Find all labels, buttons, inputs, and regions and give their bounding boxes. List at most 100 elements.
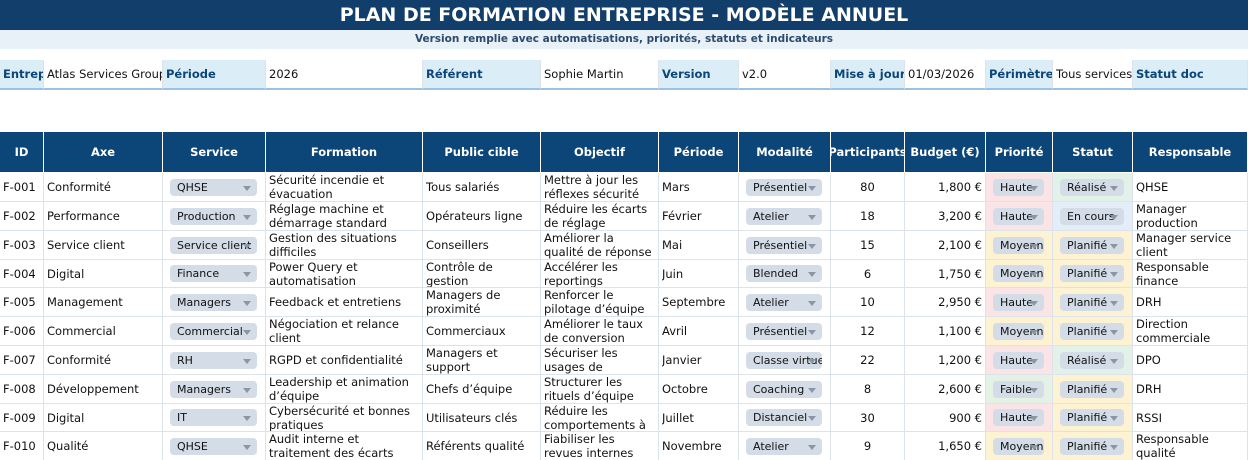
priorite-dropdown[interactable]: Moyenne [993, 322, 1044, 340]
statut-dropdown[interactable]: Planifié [1060, 380, 1124, 398]
service-dropdown[interactable]: RH [170, 351, 257, 369]
cell-text: 1,100 € [938, 324, 982, 338]
table-cell: Réduire les comportements à risque [541, 404, 659, 432]
cell-text: Audit interne et traitement des écarts [269, 432, 394, 460]
modalite-dropdown[interactable]: Présentiel [746, 236, 822, 254]
table-cell: F-010 [0, 432, 44, 460]
table-cell: Présentiel [739, 173, 831, 202]
table-cell: F-008 [0, 375, 44, 404]
cell-text: 2,600 € [938, 382, 982, 396]
cell-text: DRH [1136, 382, 1162, 396]
table-cell: Managers [163, 288, 266, 317]
service-dropdown[interactable]: Commercial [170, 322, 257, 340]
cell-text: Juillet [662, 410, 694, 425]
column-header: Responsable [1133, 132, 1248, 173]
cell-text: 9 [863, 439, 872, 453]
cell-text: 22 [860, 353, 875, 367]
info-label: Périmètre [986, 60, 1053, 90]
priorite-dropdown[interactable]: Haute [993, 293, 1044, 311]
service-dropdown[interactable]: Production [170, 207, 257, 225]
table-cell: Mars [659, 173, 739, 202]
cell-text: Feedback et entretiens [269, 295, 402, 309]
modalite-dropdown[interactable]: Atelier [746, 437, 822, 455]
sheet-title: PLAN DE FORMATION ENTREPRISE - MODÈLE AN… [339, 4, 909, 26]
service-dropdown[interactable]: Service client [170, 236, 257, 254]
table-cell: 8 [831, 375, 905, 404]
cell-text: Réduire les comportements à risque [544, 404, 646, 432]
statut-dropdown[interactable]: Réalisé [1060, 178, 1124, 196]
cell-text: F-007 [3, 353, 36, 367]
table-cell: Cybersécurité et bonnes pratiques [266, 404, 423, 432]
table-cell: Renforcer le pilotage d’équipe [541, 288, 659, 317]
modalite-dropdown[interactable]: Atelier [746, 293, 822, 311]
statut-dropdown[interactable]: En cours [1060, 207, 1124, 225]
service-dropdown[interactable]: QHSE [170, 437, 257, 455]
modalite-dropdown[interactable]: Classe virtuelle [746, 351, 822, 369]
statut-dropdown[interactable]: Planifié [1060, 322, 1124, 340]
cell-text: Utilisateurs clés [426, 410, 518, 425]
table-cell: Haute [986, 346, 1053, 375]
cell-text: Janvier [662, 353, 702, 367]
table-cell: Moyenne [986, 231, 1053, 260]
modalite-dropdown[interactable]: Blended [746, 265, 822, 282]
modalite-dropdown[interactable]: Présentiel [746, 322, 822, 340]
statut-dropdown[interactable]: Planifié [1060, 409, 1124, 426]
statut-dropdown[interactable]: Planifié [1060, 437, 1124, 455]
priorite-dropdown[interactable]: Faible [993, 380, 1044, 398]
cell-text: 15 [860, 238, 875, 252]
statut-dropdown[interactable]: Réalisé [1060, 351, 1124, 369]
table-cell: 15 [831, 231, 905, 260]
table-cell: 2,600 € [905, 375, 986, 404]
table-cell: 22 [831, 346, 905, 375]
priorite-dropdown[interactable]: Moyenne [993, 437, 1044, 455]
table-cell: DRH [1133, 288, 1248, 317]
cell-text: Digital [47, 266, 85, 281]
service-dropdown[interactable]: Managers [170, 380, 257, 398]
cell-text: Direction commerciale [1136, 317, 1211, 345]
cell-text: F-006 [3, 324, 36, 338]
priorite-dropdown[interactable]: Haute [993, 409, 1044, 426]
column-header: Statut [1053, 132, 1133, 173]
table-cell: 1,800 € [905, 173, 986, 202]
table-cell: Juin [659, 260, 739, 288]
statut-dropdown[interactable]: Planifié [1060, 236, 1124, 254]
cell-text: Power Query et automatisation [269, 260, 358, 288]
cell-text: Conformité [47, 353, 111, 367]
table-cell: F-009 [0, 404, 44, 432]
table-cell: Power Query et automatisation [266, 260, 423, 288]
cell-text: QHSE [1136, 180, 1169, 194]
priorite-dropdown[interactable]: Moyenne [993, 236, 1044, 254]
table-cell: Planifié [1053, 288, 1133, 317]
table-cell: Contrôle de gestion [423, 260, 541, 288]
cell-text: 1,750 € [938, 266, 982, 281]
info-value: Sophie Martin [541, 60, 659, 90]
table-cell: IT [163, 404, 266, 432]
priorite-dropdown[interactable]: Haute [993, 351, 1044, 369]
modalite-dropdown[interactable]: Présentiel [746, 178, 822, 196]
priorite-dropdown[interactable]: Haute [993, 207, 1044, 225]
statut-dropdown[interactable]: Planifié [1060, 293, 1124, 311]
cell-text: Avril [662, 324, 688, 338]
service-dropdown[interactable]: Finance [170, 265, 257, 282]
modalite-dropdown[interactable]: Coaching [746, 380, 822, 398]
statut-dropdown[interactable]: Planifié [1060, 265, 1124, 282]
modalite-dropdown[interactable]: Atelier [746, 207, 822, 225]
priorite-dropdown[interactable]: Haute [993, 178, 1044, 196]
table-cell: 900 € [905, 404, 986, 432]
table-cell: Audit interne et traitement des écarts [266, 432, 423, 460]
table-cell: Planifié [1053, 260, 1133, 288]
service-dropdown[interactable]: QHSE [170, 178, 257, 196]
cell-text: Novembre [662, 439, 722, 453]
table-cell: En cours [1053, 202, 1133, 231]
table-cell: Structurer les rituels d’équipe [541, 375, 659, 404]
table-cell: Atelier [739, 288, 831, 317]
table-cell: DRH [1133, 375, 1248, 404]
service-dropdown[interactable]: Managers [170, 293, 257, 311]
priorite-dropdown[interactable]: Moyenne [993, 265, 1044, 282]
column-header: Objectif [541, 132, 659, 173]
table-cell: Managers [163, 375, 266, 404]
modalite-dropdown[interactable]: Distanciel [746, 409, 822, 426]
table-cell: Réglage machine et démarrage standard [266, 202, 423, 231]
service-dropdown[interactable]: IT [170, 409, 257, 426]
table-cell: Blended [739, 260, 831, 288]
